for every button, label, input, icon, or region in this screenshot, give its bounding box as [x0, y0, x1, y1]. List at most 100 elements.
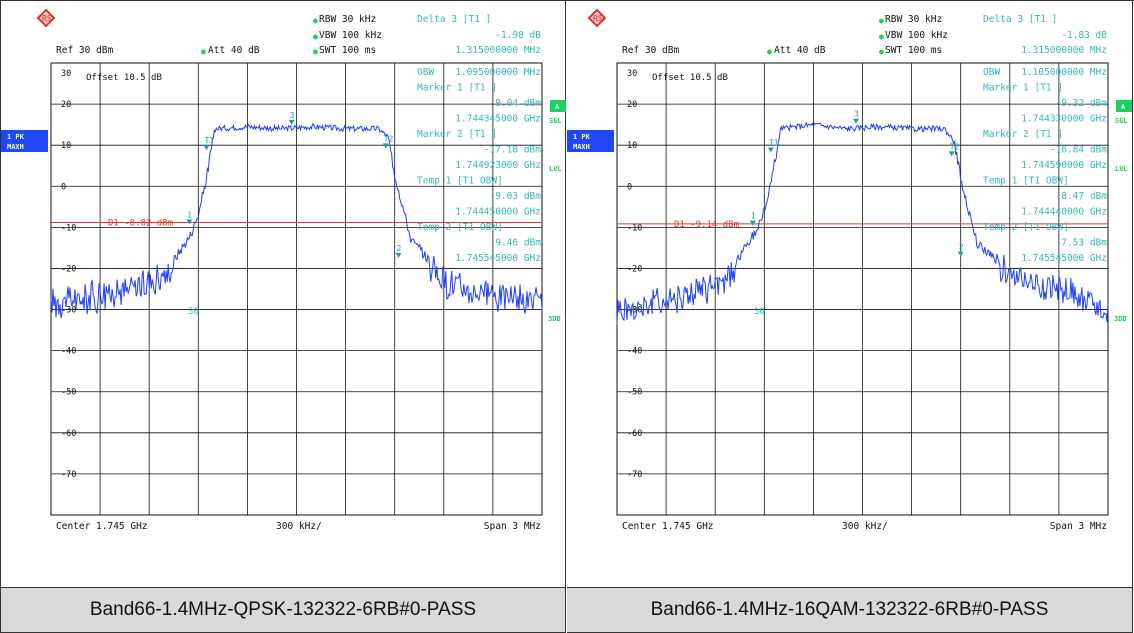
svg-text:●: ●	[201, 47, 206, 56]
marker-T1	[203, 145, 210, 151]
y-tick-label: -50	[627, 388, 642, 398]
y-tick-label: 10	[61, 141, 71, 151]
readout-label: OBW	[983, 67, 1000, 78]
marker-label: T1	[204, 136, 214, 145]
marker-label: 3	[290, 111, 295, 120]
readout-label: Marker 2 [T1 ]	[983, 129, 1063, 140]
trace-a-badge: A	[555, 103, 560, 111]
marker-2	[395, 252, 402, 258]
readout-label: Marker 1 [T1 ]	[983, 83, 1063, 94]
offset-label: Offset 10.5 dB	[652, 73, 728, 83]
readout-value: 1.744330000 GHz	[1021, 114, 1107, 125]
readout-value: -16.84 dBm	[1050, 145, 1107, 156]
detector-badge: MAXH	[573, 143, 590, 151]
marker-label: 3	[854, 110, 859, 119]
d1-line-label: D1 -8.82 dBm	[108, 219, 173, 229]
marker-T2	[948, 151, 955, 157]
spectrum-panel-1: RS RBW 30 kHz VBW 100 kHz SWT 100 ms Ref…	[0, 0, 566, 633]
y-tick-label: -10	[627, 223, 642, 233]
d1-line-label: D1 -9.14 dBm	[674, 220, 739, 230]
marker-1	[749, 220, 756, 226]
y-tick-label: 30	[627, 69, 637, 79]
readout-value: 1.744440000 GHz	[1021, 207, 1107, 218]
svg-text:●: ●	[879, 32, 884, 41]
tdb-badge: 3DB	[548, 315, 561, 323]
svg-text:RS: RS	[593, 14, 603, 23]
readout-label: OBW	[417, 67, 434, 78]
att-label: Att 40 dB	[774, 45, 826, 56]
svg-text:RS: RS	[42, 14, 52, 23]
center-freq: Center 1.745 GHz	[622, 521, 714, 532]
readout-value: 1.744590000 GHz	[1021, 160, 1107, 171]
delta-title: Delta 3 [T1 ]	[983, 14, 1057, 25]
readout-value: -17.18 dBm	[484, 145, 541, 156]
svg-text:●: ●	[767, 47, 772, 56]
marker-2	[957, 251, 964, 257]
y-tick-label: -20	[627, 264, 642, 274]
readout-label: Temp 1 [T1 OBW]	[983, 176, 1069, 187]
sgl-badge: SGL	[1115, 117, 1128, 125]
svg-text:●: ●	[879, 47, 884, 56]
caption-1: Band66-1.4MHz-QPSK-132322-6RB#0-PASS	[1, 587, 565, 633]
trace-line	[50, 123, 543, 319]
logo-icon: RS	[36, 8, 56, 28]
vbw-label: VBW 100 kHz	[885, 30, 948, 41]
y-tick-label: 0	[627, 182, 632, 192]
delta-level: -1.83 dB	[1061, 30, 1107, 41]
y-tick-label: 10	[627, 141, 637, 151]
swt-label: SWT 100 ms	[885, 45, 942, 56]
marker-1	[186, 219, 193, 225]
y-tick-label: 20	[627, 100, 637, 110]
span-label: Span 3 MHz	[484, 521, 541, 532]
delta-freq: 1.315000000 MHz	[455, 45, 541, 56]
readout-label: Temp 2 [T1 OBW]	[983, 222, 1069, 233]
span-label: Span 3 MHz	[1050, 521, 1107, 532]
readout-label: Temp 2 [T1 OBW]	[417, 222, 503, 233]
y-tick-label: -30	[61, 306, 76, 316]
delta-freq: 1.315000000 MHz	[1021, 45, 1107, 56]
tdb-badge: 3DB	[1114, 315, 1127, 323]
readout-value: -8.47 dBm	[1056, 191, 1108, 202]
marker-label: 1	[187, 210, 192, 219]
att-label: Att 40 dB	[208, 45, 260, 56]
lvl-badge: LVL	[1115, 165, 1128, 173]
marker-label: 2	[959, 242, 964, 251]
y-tick-label: 20	[61, 100, 71, 110]
ref-label: Ref 30 dBm	[56, 45, 113, 56]
trace-mode-badge: 1 PK	[7, 133, 25, 141]
spectrum-screen-2: RS RBW 30 kHz VBW 100 kHz SWT 100 ms Ref…	[567, 8, 1132, 532]
sgl-badge: SGL	[549, 117, 562, 125]
readout-label: Temp 1 [T1 OBW]	[417, 176, 503, 187]
readout-value: 9.46 dBm	[495, 238, 541, 249]
marker-label: 1	[751, 212, 756, 221]
readout-label: Marker 1 [T1 ]	[417, 83, 497, 94]
readout-value: 7.53 dBm	[1061, 238, 1107, 249]
svg-text:●: ●	[313, 47, 318, 56]
noise-label: 30	[754, 307, 765, 317]
trace-mode-badge: 1 PK	[573, 133, 591, 141]
svg-text:●: ●	[313, 16, 318, 25]
spectrum-screen-1: RS RBW 30 kHz VBW 100 kHz SWT 100 ms Ref…	[1, 8, 566, 532]
y-tick-label: -60	[61, 429, 76, 439]
marker-T2	[382, 143, 389, 149]
trace-a-badge: A	[1121, 103, 1126, 111]
y-tick-label: -30	[627, 306, 642, 316]
y-tick-label: 30	[61, 69, 71, 79]
readout-value: -9.03 dBm	[490, 191, 542, 202]
ref-label: Ref 30 dBm	[622, 45, 679, 56]
readout-value: 1.744923000 GHz	[455, 160, 541, 171]
noise-label: 30	[188, 307, 199, 317]
marker-3	[852, 118, 859, 124]
swt-label: SWT 100 ms	[319, 45, 376, 56]
readout-value: 1.105000000 MHz	[1021, 67, 1107, 78]
y-tick-label: -70	[627, 470, 642, 480]
readout-value: 1.744345000 GHz	[455, 114, 541, 125]
rbw-label: RBW 30 kHz	[885, 14, 942, 25]
y-tick-label: -40	[61, 347, 76, 357]
marker-3	[288, 119, 295, 125]
readout-value: 1.745545000 GHz	[1021, 253, 1107, 264]
svg-text:●: ●	[313, 32, 318, 41]
svg-text:●: ●	[879, 16, 884, 25]
readout-value: 1.744450000 GHz	[455, 207, 541, 218]
